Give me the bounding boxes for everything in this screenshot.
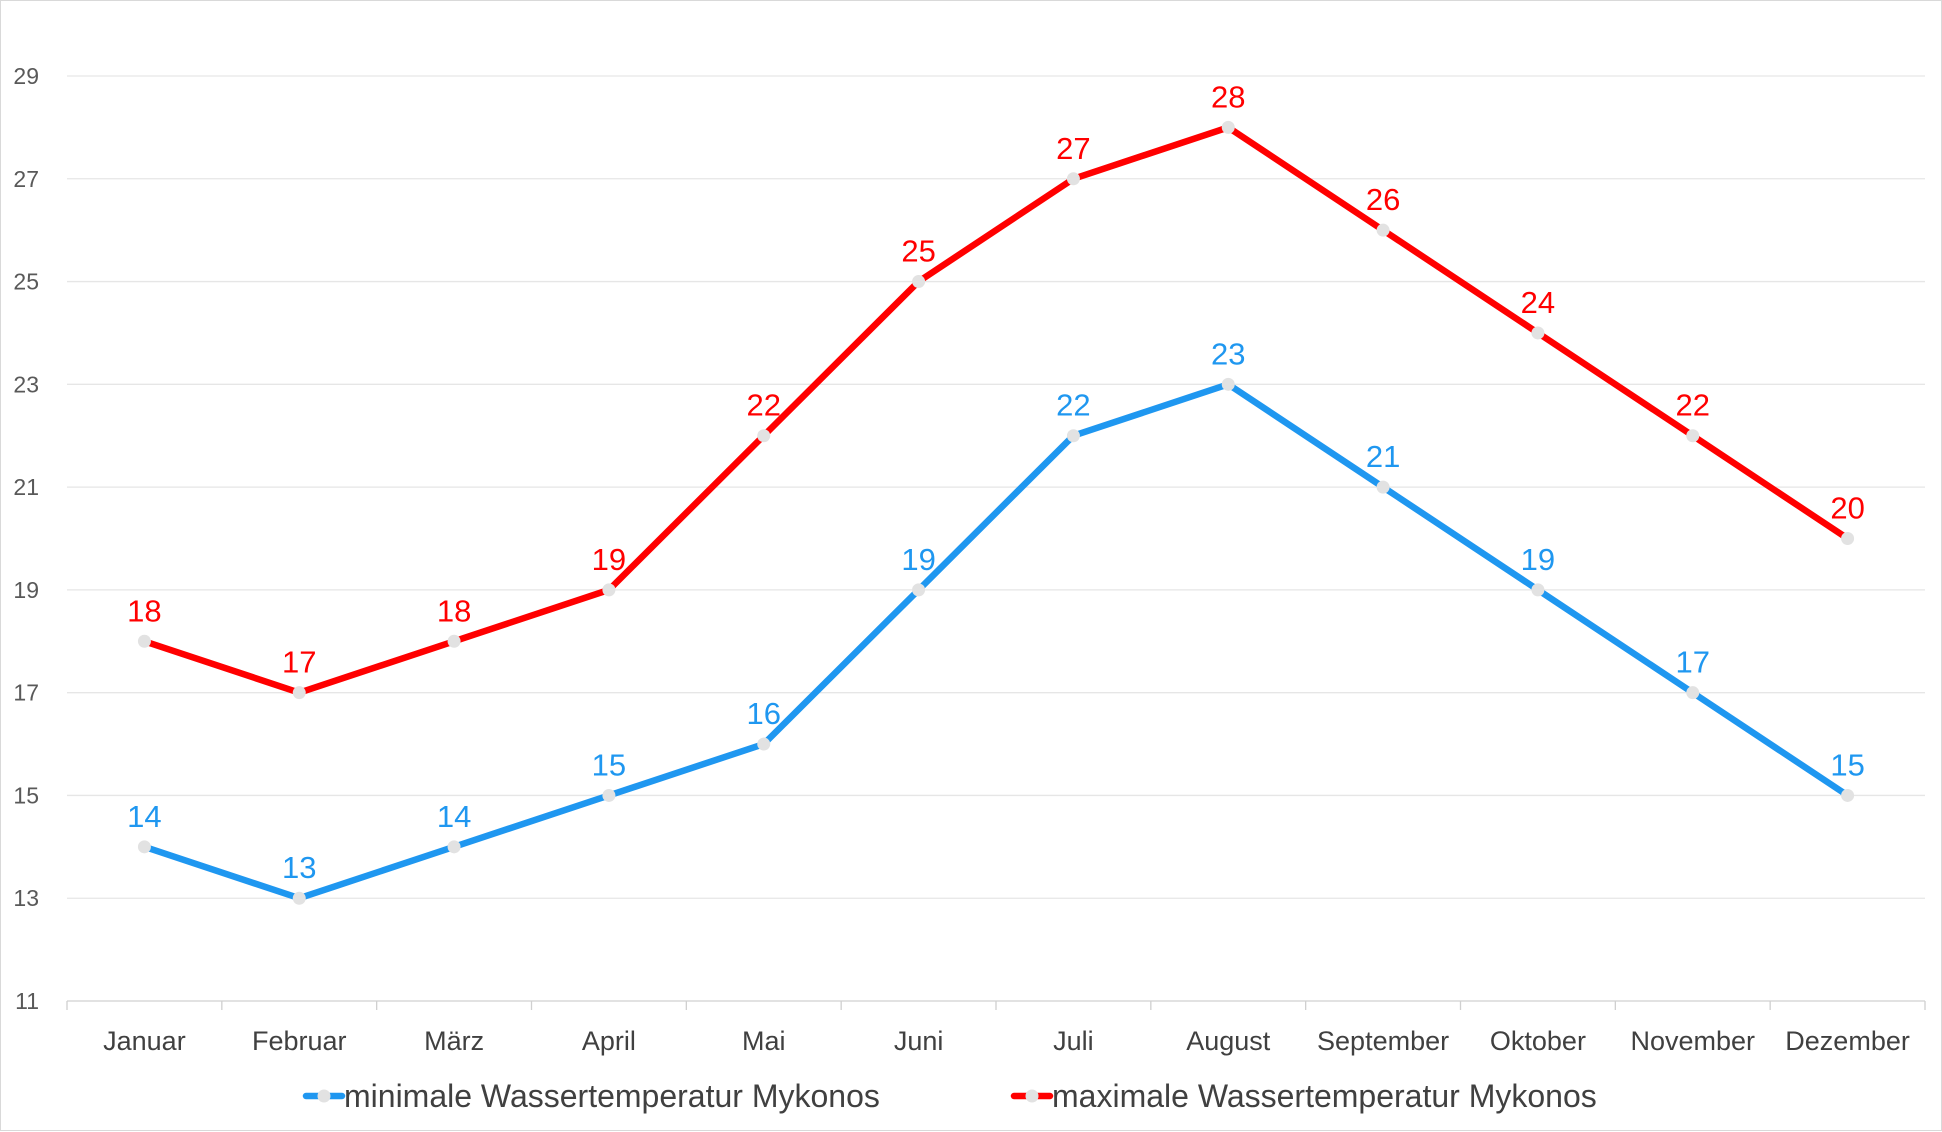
data-labels: 14 13 14 15 16 19 22 23 21 19 17 15 18 17 18 19 22 25 27 28…: [127, 79, 1865, 885]
data-point: [292, 686, 306, 700]
data-label: 15: [1830, 747, 1864, 782]
x-tick-label: Januar: [103, 1026, 186, 1056]
y-tick-label: 15: [13, 782, 39, 808]
series-layer: [137, 120, 1855, 905]
data-point: [1376, 480, 1390, 494]
y-tick-label: 21: [13, 474, 39, 500]
data-label: 13: [282, 850, 316, 885]
data-point: [292, 891, 306, 905]
data-point: [757, 429, 771, 443]
legend-swatch-marker: [317, 1089, 331, 1103]
data-point: [1686, 429, 1700, 443]
data-label: 20: [1830, 491, 1864, 526]
legend-label: minimale Wassertemperatur Mykonos: [344, 1078, 880, 1114]
y-tick-label: 19: [13, 577, 39, 603]
data-label: 25: [901, 234, 935, 269]
x-tick-label: April: [582, 1026, 636, 1056]
y-tick-label: 27: [13, 166, 39, 192]
data-point: [1066, 429, 1080, 443]
x-tick-label: Mai: [742, 1026, 786, 1056]
data-point: [447, 634, 461, 648]
data-label: 19: [592, 542, 626, 577]
data-point: [137, 634, 151, 648]
data-point: [602, 583, 616, 597]
data-label: 18: [127, 593, 161, 628]
data-point: [447, 840, 461, 854]
data-point: [1531, 326, 1545, 340]
data-point: [1066, 172, 1080, 186]
data-label: 22: [1676, 388, 1710, 423]
data-point: [912, 583, 926, 597]
data-point: [137, 840, 151, 854]
x-axis-ticks: Januar Februar März April Mai Juni Juli August S…: [103, 1026, 1910, 1056]
data-label: 14: [127, 799, 161, 834]
data-label: 22: [747, 388, 781, 423]
legend: minimale Wassertemperatur Mykonos maximal…: [302, 1078, 1597, 1114]
data-point: [912, 275, 926, 289]
data-label: 26: [1366, 182, 1400, 217]
y-tick-label: 23: [13, 371, 39, 397]
x-tick-label: September: [1317, 1026, 1449, 1056]
data-label: 18: [437, 593, 471, 628]
data-label: 14: [437, 799, 471, 834]
data-label: 21: [1366, 439, 1400, 474]
x-tick-label: Dezember: [1785, 1026, 1910, 1056]
data-point: [602, 788, 616, 802]
data-label: 27: [1056, 131, 1090, 166]
data-point: [1376, 223, 1390, 237]
grid-layer: [66, 75, 1926, 1010]
data-point: [1221, 120, 1235, 134]
series-line-0: [141, 381, 1851, 902]
data-point: [1531, 583, 1545, 597]
x-tick-label: Februar: [252, 1026, 347, 1056]
legend-label: maximale Wassertemperatur Mykonos: [1052, 1078, 1597, 1114]
y-axis-ticks: 11 13 15 17 19 21 23 25 27 29: [13, 63, 39, 1014]
x-tick-label: Oktober: [1490, 1026, 1586, 1056]
y-tick-label: 13: [13, 885, 39, 911]
x-tick-label: November: [1630, 1026, 1755, 1056]
data-point: [1841, 532, 1855, 545]
data-label: 23: [1211, 336, 1245, 371]
data-label: 28: [1211, 79, 1245, 114]
data-label: 24: [1521, 285, 1555, 320]
series-line-1: [141, 124, 1851, 696]
legend-swatch-marker: [1025, 1089, 1039, 1103]
y-tick-label: 25: [13, 269, 39, 295]
y-tick-label: 29: [13, 63, 39, 89]
data-label: 19: [901, 542, 935, 577]
y-tick-label: 17: [13, 680, 39, 706]
x-tick-label: März: [424, 1026, 484, 1056]
x-tick-label: Juli: [1053, 1026, 1094, 1056]
data-label: 16: [747, 696, 781, 731]
data-label: 17: [1676, 645, 1710, 680]
data-point: [1686, 686, 1700, 700]
data-label: 22: [1056, 388, 1090, 423]
data-label: 19: [1521, 542, 1555, 577]
x-tick-label: August: [1186, 1026, 1271, 1056]
data-point: [1221, 377, 1235, 391]
data-point: [1841, 788, 1855, 802]
data-label: 17: [282, 645, 316, 680]
data-label: 15: [592, 747, 626, 782]
data-point: [757, 737, 771, 751]
y-tick-label: 11: [15, 988, 39, 1014]
x-tick-label: Juni: [894, 1026, 944, 1056]
